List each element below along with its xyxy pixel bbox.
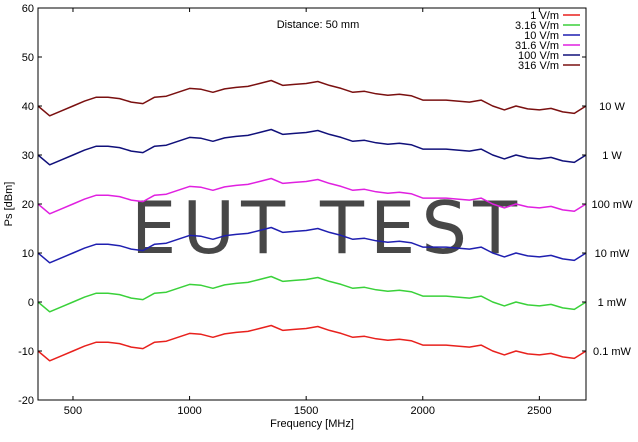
series-line-3 [37, 177, 587, 215]
distance-annotation: Distance: 50 mm [277, 19, 360, 31]
legend-label: 10 V/m [524, 30, 559, 42]
y-axis-title: Ps [dBm] [3, 182, 15, 227]
legend-label: 31.6 V/m [515, 40, 559, 52]
y-tick-label: -20 [18, 395, 34, 407]
power-level-label: 10 mW [595, 248, 630, 260]
power-level-label: 1 W [602, 150, 622, 162]
legend-label: 1 V/m [530, 10, 559, 22]
y-tick-label: 20 [22, 199, 34, 211]
y-tick-label: 60 [22, 3, 34, 15]
series-line-1 [37, 275, 587, 313]
series-line-0 [37, 324, 587, 362]
series-line-4 [37, 128, 587, 166]
y-tick-label: 30 [22, 150, 34, 162]
y-tick-label: -10 [18, 346, 34, 358]
power-level-label: 1 mW [598, 297, 627, 309]
legend-label: 316 V/m [518, 60, 559, 72]
power-level-label: 10 W [599, 101, 625, 113]
legend-label: 3.16 V/m [515, 20, 559, 32]
y-tick-label: 0 [28, 297, 34, 309]
y-tick-label: 40 [22, 101, 34, 113]
legend-label: 100 V/m [518, 50, 559, 62]
y-tick-label: 50 [22, 52, 34, 64]
x-tick-label: 2500 [527, 405, 551, 417]
power-level-label: 100 mW [592, 199, 634, 211]
y-tick-label: 10 [22, 248, 34, 260]
x-axis-title: Frequency [MHz] [270, 418, 354, 430]
x-tick-label: 2000 [411, 405, 435, 417]
x-tick-label: 500 [64, 405, 82, 417]
series-line-2 [37, 226, 587, 264]
x-tick-label: 1500 [294, 405, 318, 417]
watermark: EUT TEST [131, 186, 523, 270]
series-line-5 [37, 79, 587, 117]
x-tick-label: 1000 [177, 405, 201, 417]
power-level-label: 0.1 mW [593, 346, 632, 358]
